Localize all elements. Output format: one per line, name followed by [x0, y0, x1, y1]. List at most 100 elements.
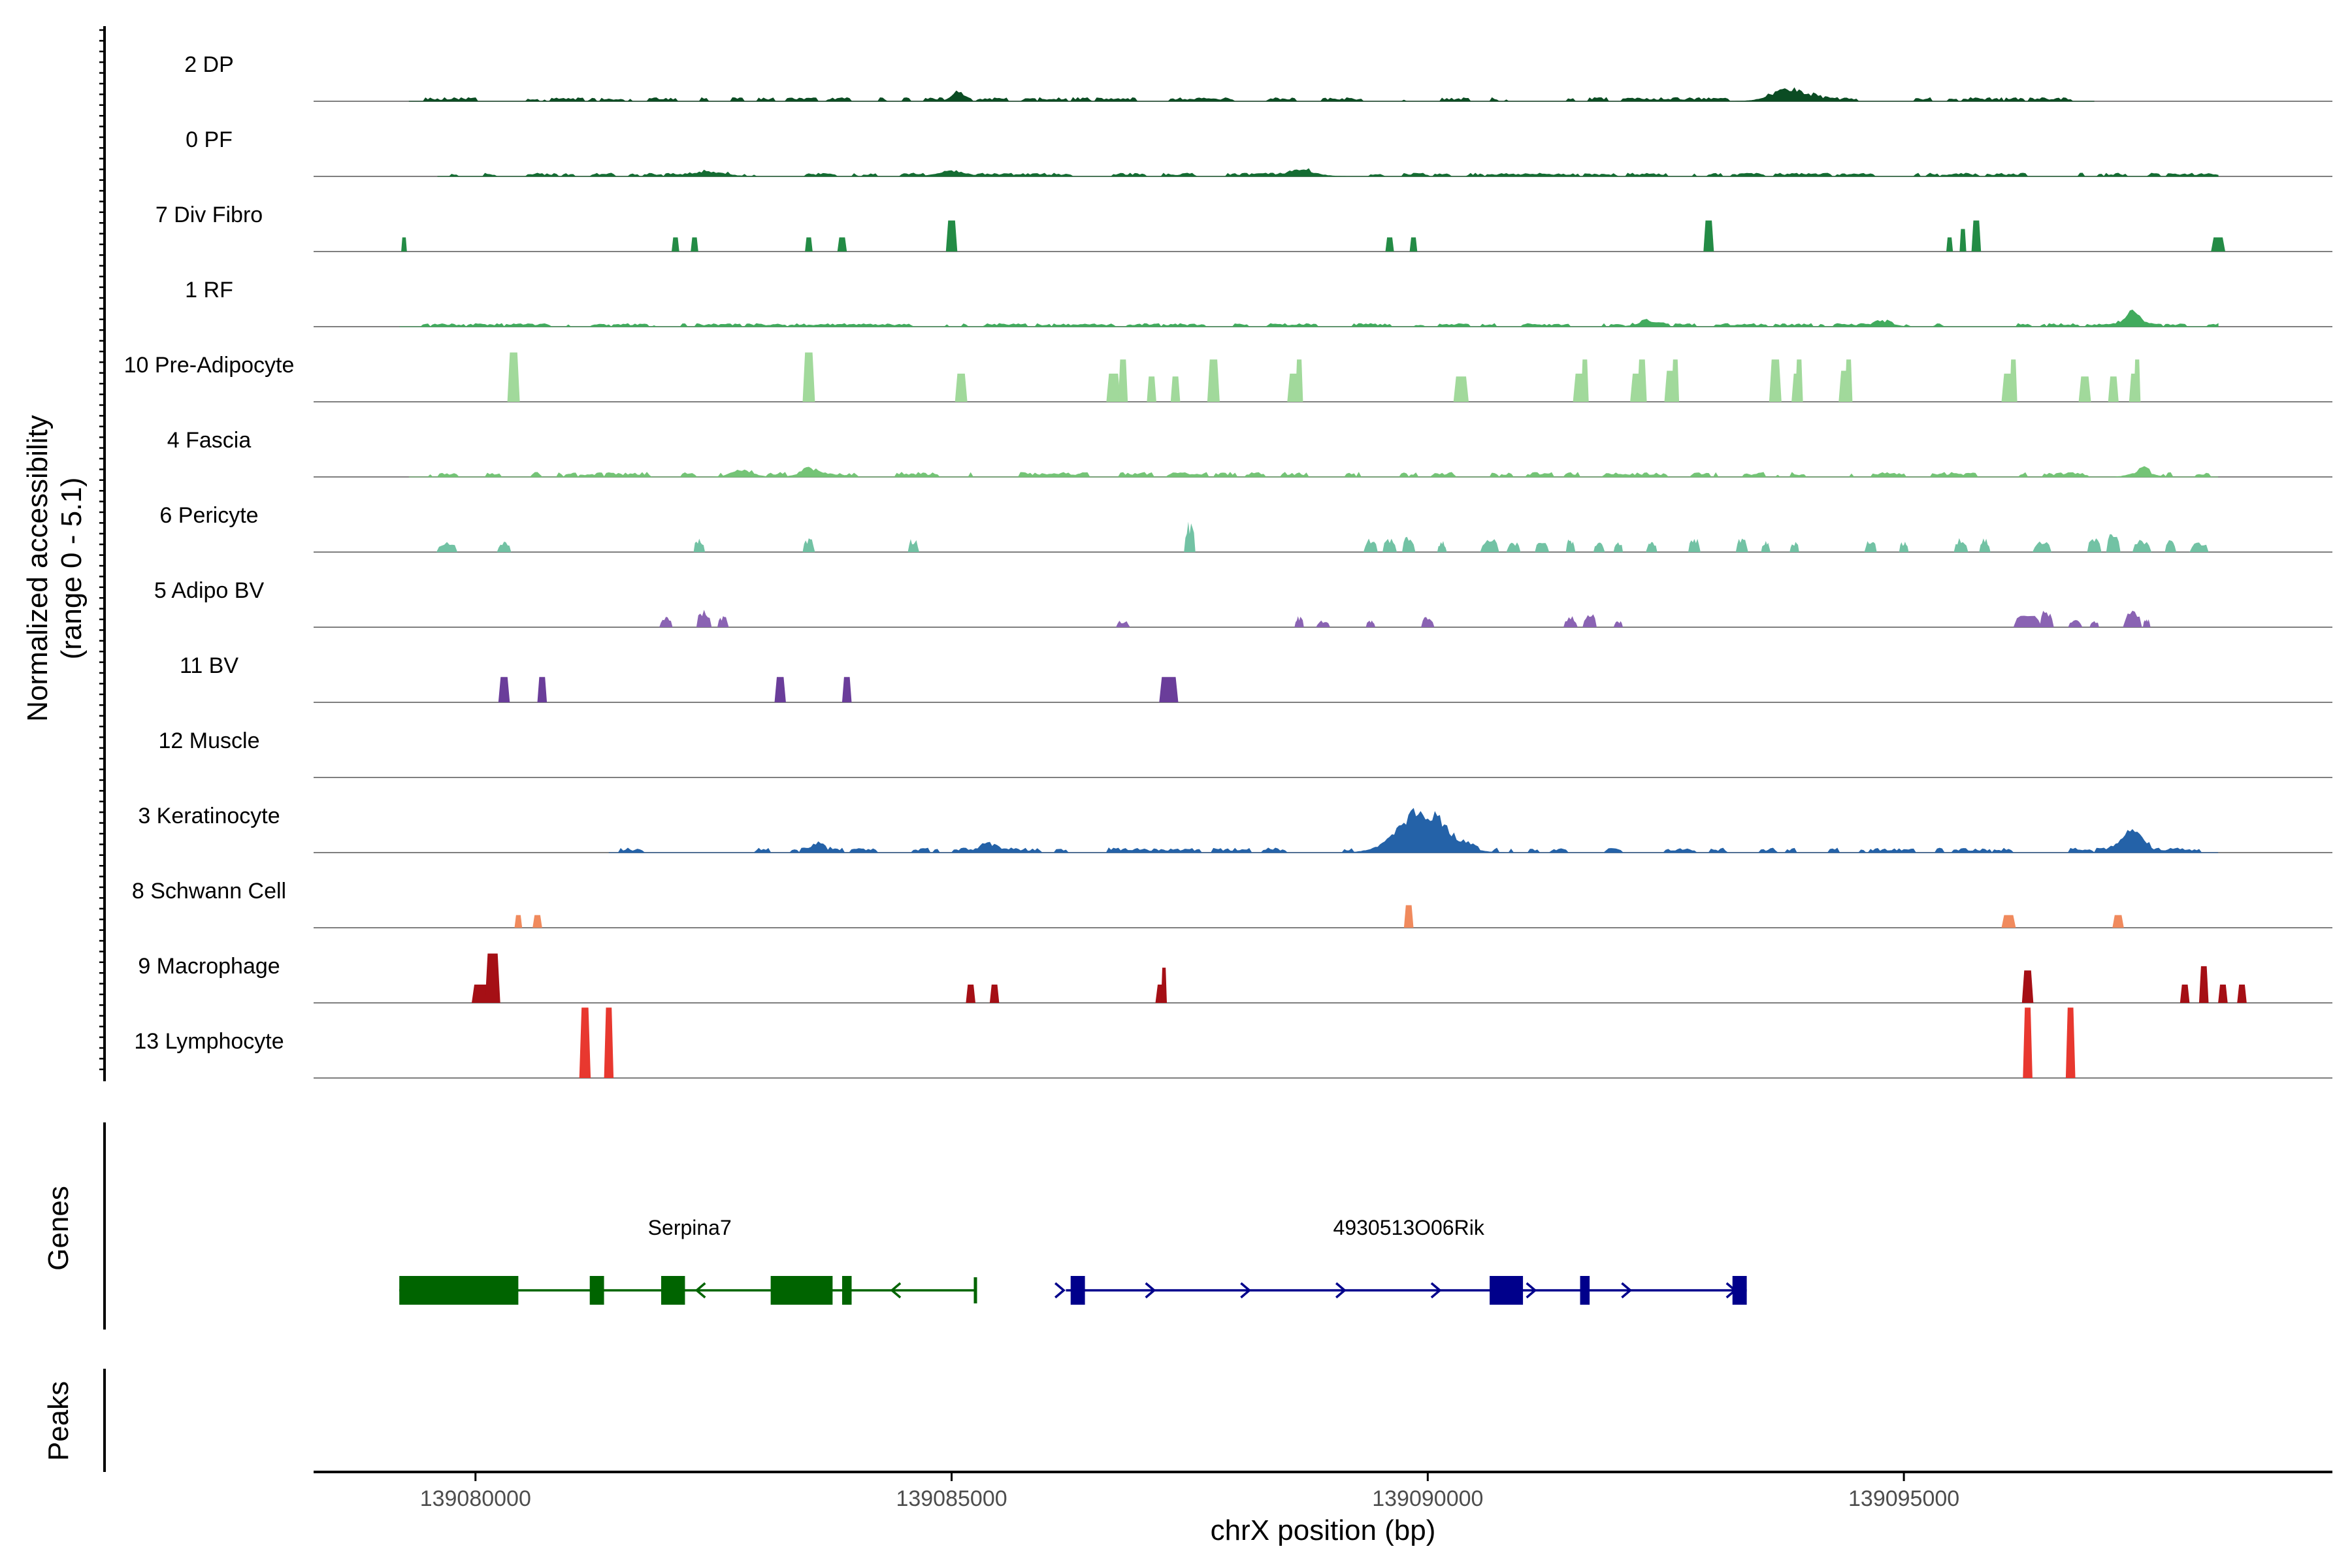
- y-axis-title: Normalized accessibility (range 0 - 5.1): [22, 415, 88, 721]
- coverage-area: [399, 309, 2219, 327]
- strand-arrow: [1240, 1282, 1252, 1299]
- coverage-peak: [837, 237, 847, 252]
- track-label: 12 Muscle: [159, 728, 260, 753]
- coverage-area: [608, 808, 2219, 853]
- coverage-peak: [2023, 1007, 2033, 1078]
- coverage-peak: [1959, 229, 1967, 252]
- strand-arrow: [890, 1282, 902, 1299]
- coverage-peak: [693, 538, 706, 552]
- coverage-peak: [1453, 376, 1469, 402]
- coverage-peak: [1946, 237, 1953, 252]
- coverage-peak: [2087, 538, 2102, 552]
- coverage-peak: [1295, 359, 1303, 402]
- gene-exon: [399, 1276, 519, 1305]
- coverage-peak: [717, 616, 729, 627]
- track-11-bv: 11 BV: [180, 653, 2332, 703]
- coverage-peak: [659, 617, 673, 627]
- track-label: 4 Fascia: [167, 428, 252, 453]
- coverage-peak: [514, 915, 523, 928]
- track-7-div-fibro: 7 Div Fibro: [155, 203, 2332, 252]
- coverage-peak: [1118, 359, 1128, 402]
- coverage-peak: [2032, 541, 2051, 552]
- coverage-peak: [2089, 621, 2099, 627]
- coverage-peak: [1593, 542, 1605, 552]
- strand-arrow: [1725, 1282, 1737, 1299]
- coverage-peak: [805, 237, 813, 252]
- coverage-peak: [1613, 621, 1624, 627]
- genes-panel-label: Genes: [42, 1186, 74, 1271]
- track-4-fascia: 4 Fascia: [167, 428, 2332, 478]
- coverage-tracks: 2 DP 0 PF 7 Div Fibro 1 RF 10 Pre-Adipocyte 4…: [124, 52, 2332, 1079]
- track-label: 8 Schwann Cell: [132, 879, 286, 904]
- coverage-peak: [1421, 617, 1435, 627]
- track-label: 11 BV: [180, 653, 238, 678]
- coverage-peak: [1563, 616, 1578, 627]
- coverage-peak: [907, 539, 919, 552]
- coverage-peak: [2123, 610, 2142, 627]
- gene-name-label: Serpina7: [648, 1216, 732, 1239]
- x-tick-label: 139095000: [1848, 1486, 1959, 1511]
- coverage-peak: [2218, 985, 2228, 1003]
- track-1-rf: 1 RF: [185, 278, 2332, 327]
- coverage-peak: [604, 1007, 614, 1078]
- coverage-peak: [579, 1007, 591, 1078]
- coverage-peak: [1971, 220, 1982, 252]
- track-label: 1 RF: [185, 278, 233, 302]
- gene-exon: [1732, 1276, 1747, 1305]
- gene-4930513o06rik: 4930513O06Rik: [1054, 1216, 1747, 1305]
- coverage-peak: [1613, 542, 1624, 552]
- x-tick-label: 139080000: [420, 1486, 531, 1511]
- track-2-dp: 2 DP: [184, 52, 2332, 102]
- track-9-macrophage: 9 Macrophage: [138, 953, 2332, 1004]
- coverage-peak: [2013, 615, 2042, 627]
- coverage-peak: [1646, 542, 1658, 552]
- coverage-area: [437, 168, 2219, 177]
- coverage-peak: [1409, 237, 1418, 252]
- coverage-peak: [1385, 237, 1394, 252]
- coverage-peak: [2021, 970, 2034, 1003]
- coverage-peak: [1671, 359, 1680, 402]
- gene-serpina7: Serpina7: [399, 1216, 977, 1305]
- coverage-peak: [802, 352, 815, 402]
- coverage-peak: [2112, 915, 2124, 928]
- track-0-pf: 0 PF: [186, 127, 2332, 177]
- coverage-peak: [1402, 536, 1416, 552]
- coverage-peak: [1365, 620, 1376, 627]
- coverage-peak: [498, 677, 510, 702]
- strand-arrow: [1145, 1282, 1156, 1299]
- coverage-peak: [497, 542, 512, 552]
- coverage-peak: [1147, 376, 1156, 402]
- coverage-peak: [802, 538, 815, 552]
- coverage-peak: [1864, 541, 1877, 552]
- coverage-peak: [537, 677, 547, 702]
- coverage-peak: [1565, 539, 1576, 552]
- track-12-muscle: 12 Muscle: [159, 728, 2332, 778]
- coverage-peak: [1207, 359, 1220, 402]
- track-label: 2 DP: [184, 52, 234, 77]
- coverage-peak: [1789, 542, 1799, 552]
- gene-exon: [1580, 1276, 1590, 1305]
- track-3-keratinocyte: 3 Keratinocyte: [138, 804, 2332, 853]
- coverage-peak: [1106, 373, 1121, 402]
- x-axis: 139080000 139085000 139090000 139095000 chr…: [314, 1471, 2332, 1546]
- track-8-schwann-cell: 8 Schwann Cell: [132, 879, 2332, 928]
- coverage-peak: [2078, 376, 2091, 402]
- coverage-peak: [2068, 620, 2083, 627]
- coverage-peak: [1735, 538, 1748, 552]
- track-label: 0 PF: [186, 127, 233, 152]
- peaks-panel-label: Peaks: [42, 1381, 74, 1461]
- coverage-peak: [2108, 376, 2119, 402]
- coverage-peak: [1382, 538, 1397, 552]
- coverage-peak: [989, 985, 1000, 1003]
- track-10-pre-adipocyte: 10 Pre-Adipocyte: [124, 352, 2332, 402]
- x-axis-ticks: 139080000 139085000 139090000 139095000: [420, 1472, 1959, 1511]
- coverage-peak: [532, 915, 542, 928]
- coverage-peak: [966, 985, 975, 1003]
- track-label: 9 Macrophage: [138, 954, 280, 979]
- coverage-peak: [1899, 542, 1909, 552]
- track-label: 5 Adipo BV: [154, 578, 265, 603]
- coverage-peak: [945, 220, 958, 252]
- coverage-peak: [1953, 538, 1968, 552]
- coverage-peak: [2237, 985, 2247, 1003]
- coverage-peak: [1581, 359, 1589, 402]
